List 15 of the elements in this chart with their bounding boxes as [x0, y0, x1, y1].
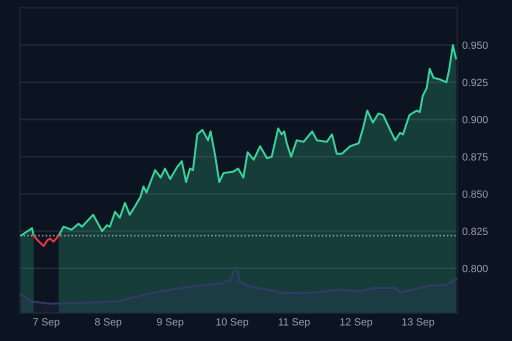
x-tick-label: 8 Sep: [95, 318, 122, 328]
y-tick-label: 0.900: [462, 116, 488, 124]
y-tick-label: 0.825: [462, 228, 488, 236]
y-tick-label: 0.925: [462, 78, 488, 86]
y-tick-label: 0.850: [462, 190, 488, 198]
y-tick-label: 0.950: [462, 42, 488, 49]
x-tick-label: 9 Sep: [157, 318, 184, 328]
x-tick-label: 11 Sep: [278, 318, 310, 328]
y-tick-label: 0.800: [462, 264, 488, 272]
x-tick-label: 7 Sep: [33, 318, 60, 328]
x-tick-label: 10 Sep: [216, 318, 248, 328]
x-tick-label: 12 Sep: [340, 318, 372, 328]
x-tick-label: 13 Sep: [402, 318, 434, 328]
line-series: [32, 234, 60, 248]
y-tick-label: 0.875: [462, 153, 488, 161]
